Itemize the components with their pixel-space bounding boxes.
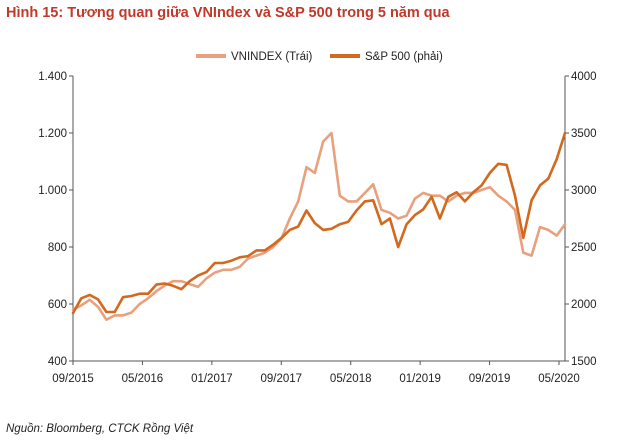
axes: 400 600 800 1.000 1.200 1.400 1500 2000 2500 3000… bbox=[38, 71, 596, 385]
x-tick-label: 05/2020 bbox=[538, 373, 580, 385]
right-tick-label: 2000 bbox=[571, 299, 597, 311]
right-tick-label: 3500 bbox=[571, 128, 597, 140]
x-tick-label: 05/2018 bbox=[330, 373, 372, 385]
x-tick-label: 01/2019 bbox=[399, 373, 441, 385]
right-tick-label: 2500 bbox=[571, 242, 597, 254]
left-tick-label: 800 bbox=[48, 242, 67, 254]
left-tick-label: 1.200 bbox=[38, 128, 67, 140]
left-tick-label: 1.400 bbox=[38, 71, 67, 83]
x-tick-label: 01/2017 bbox=[191, 373, 233, 385]
series-line-vnindex bbox=[71, 131, 567, 322]
figure-title: Hình 15: Tương quan giữa VNIndex và S&P … bbox=[6, 5, 450, 21]
series-layer bbox=[71, 131, 567, 322]
right-tick-label: 3000 bbox=[571, 185, 597, 197]
left-tick-label: 600 bbox=[48, 299, 67, 311]
left-tick-label: 1.000 bbox=[38, 185, 67, 197]
x-tick-label: 09/2017 bbox=[260, 373, 302, 385]
left-tick-label: 400 bbox=[48, 356, 67, 368]
right-tick-label: 4000 bbox=[571, 71, 597, 83]
x-tick-label: 05/2016 bbox=[122, 373, 164, 385]
x-tick-label: 09/2019 bbox=[469, 373, 511, 385]
legend: VNINDEX (Trái) S&P 500 (phải) bbox=[196, 51, 443, 63]
legend-label-sp500: S&P 500 (phải) bbox=[365, 51, 443, 63]
figure-source: Nguồn: Bloomberg, CTCK Rồng Việt bbox=[6, 423, 194, 435]
right-tick-label: 1500 bbox=[571, 356, 597, 368]
legend-label-vnindex: VNINDEX (Trái) bbox=[231, 51, 313, 63]
series-line-sp500 bbox=[71, 131, 567, 315]
x-tick-label: 09/2015 bbox=[52, 373, 94, 385]
